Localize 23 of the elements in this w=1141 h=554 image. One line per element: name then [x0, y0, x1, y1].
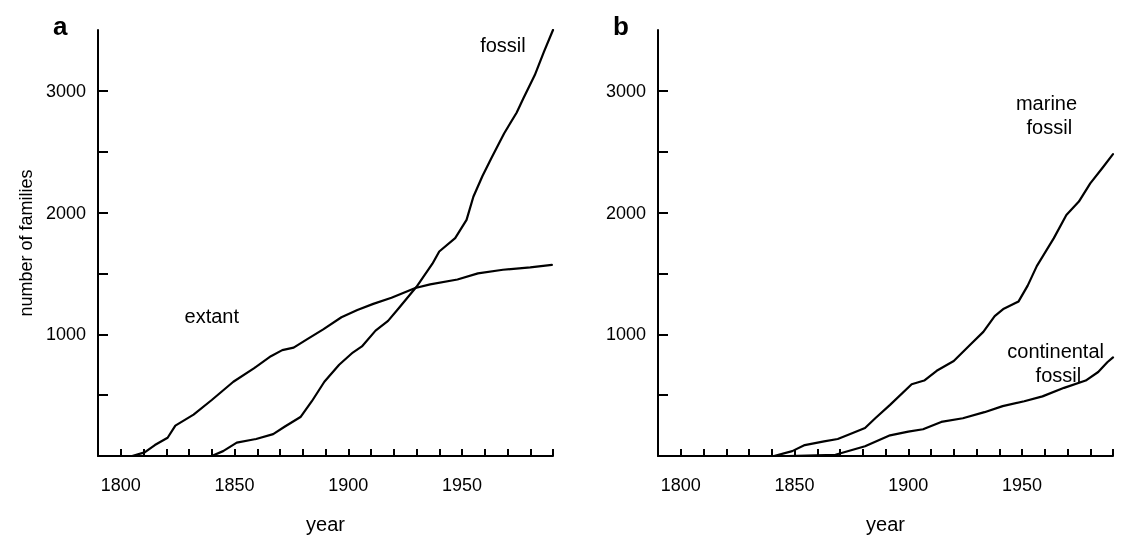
x-tick-label: 1950: [1001, 475, 1043, 495]
y-axis-title: number of families: [16, 169, 37, 317]
y-tick-label: 2000: [45, 202, 86, 223]
y-tick-label: 2000: [605, 202, 646, 223]
chart-title: b: [613, 11, 629, 41]
chart-title: a: [53, 11, 68, 41]
x-tick-label: 1950: [441, 475, 483, 495]
x-axis-title: year: [866, 513, 906, 535]
x-tick-label: 1900: [328, 475, 369, 495]
x-tick-label: 1850: [214, 475, 255, 495]
series-label: marine fossil: [1015, 92, 1083, 139]
y-tick-label: 1000: [45, 324, 86, 345]
x-axis-title: year: [306, 513, 346, 535]
x-tick-label: 1800: [100, 475, 141, 495]
series-label: continental fossil: [1007, 340, 1110, 387]
x-tick-label: 1850: [774, 475, 815, 495]
text: extant: [184, 305, 240, 328]
series-label: fossil: [480, 33, 526, 56]
x-tick-label: 1900: [888, 475, 929, 495]
y-tick-label: 3000: [605, 80, 646, 101]
y-tick-label: 3000: [45, 80, 86, 101]
y-tick-label: 1000: [605, 324, 646, 345]
x-tick-label: 1800: [660, 475, 701, 495]
